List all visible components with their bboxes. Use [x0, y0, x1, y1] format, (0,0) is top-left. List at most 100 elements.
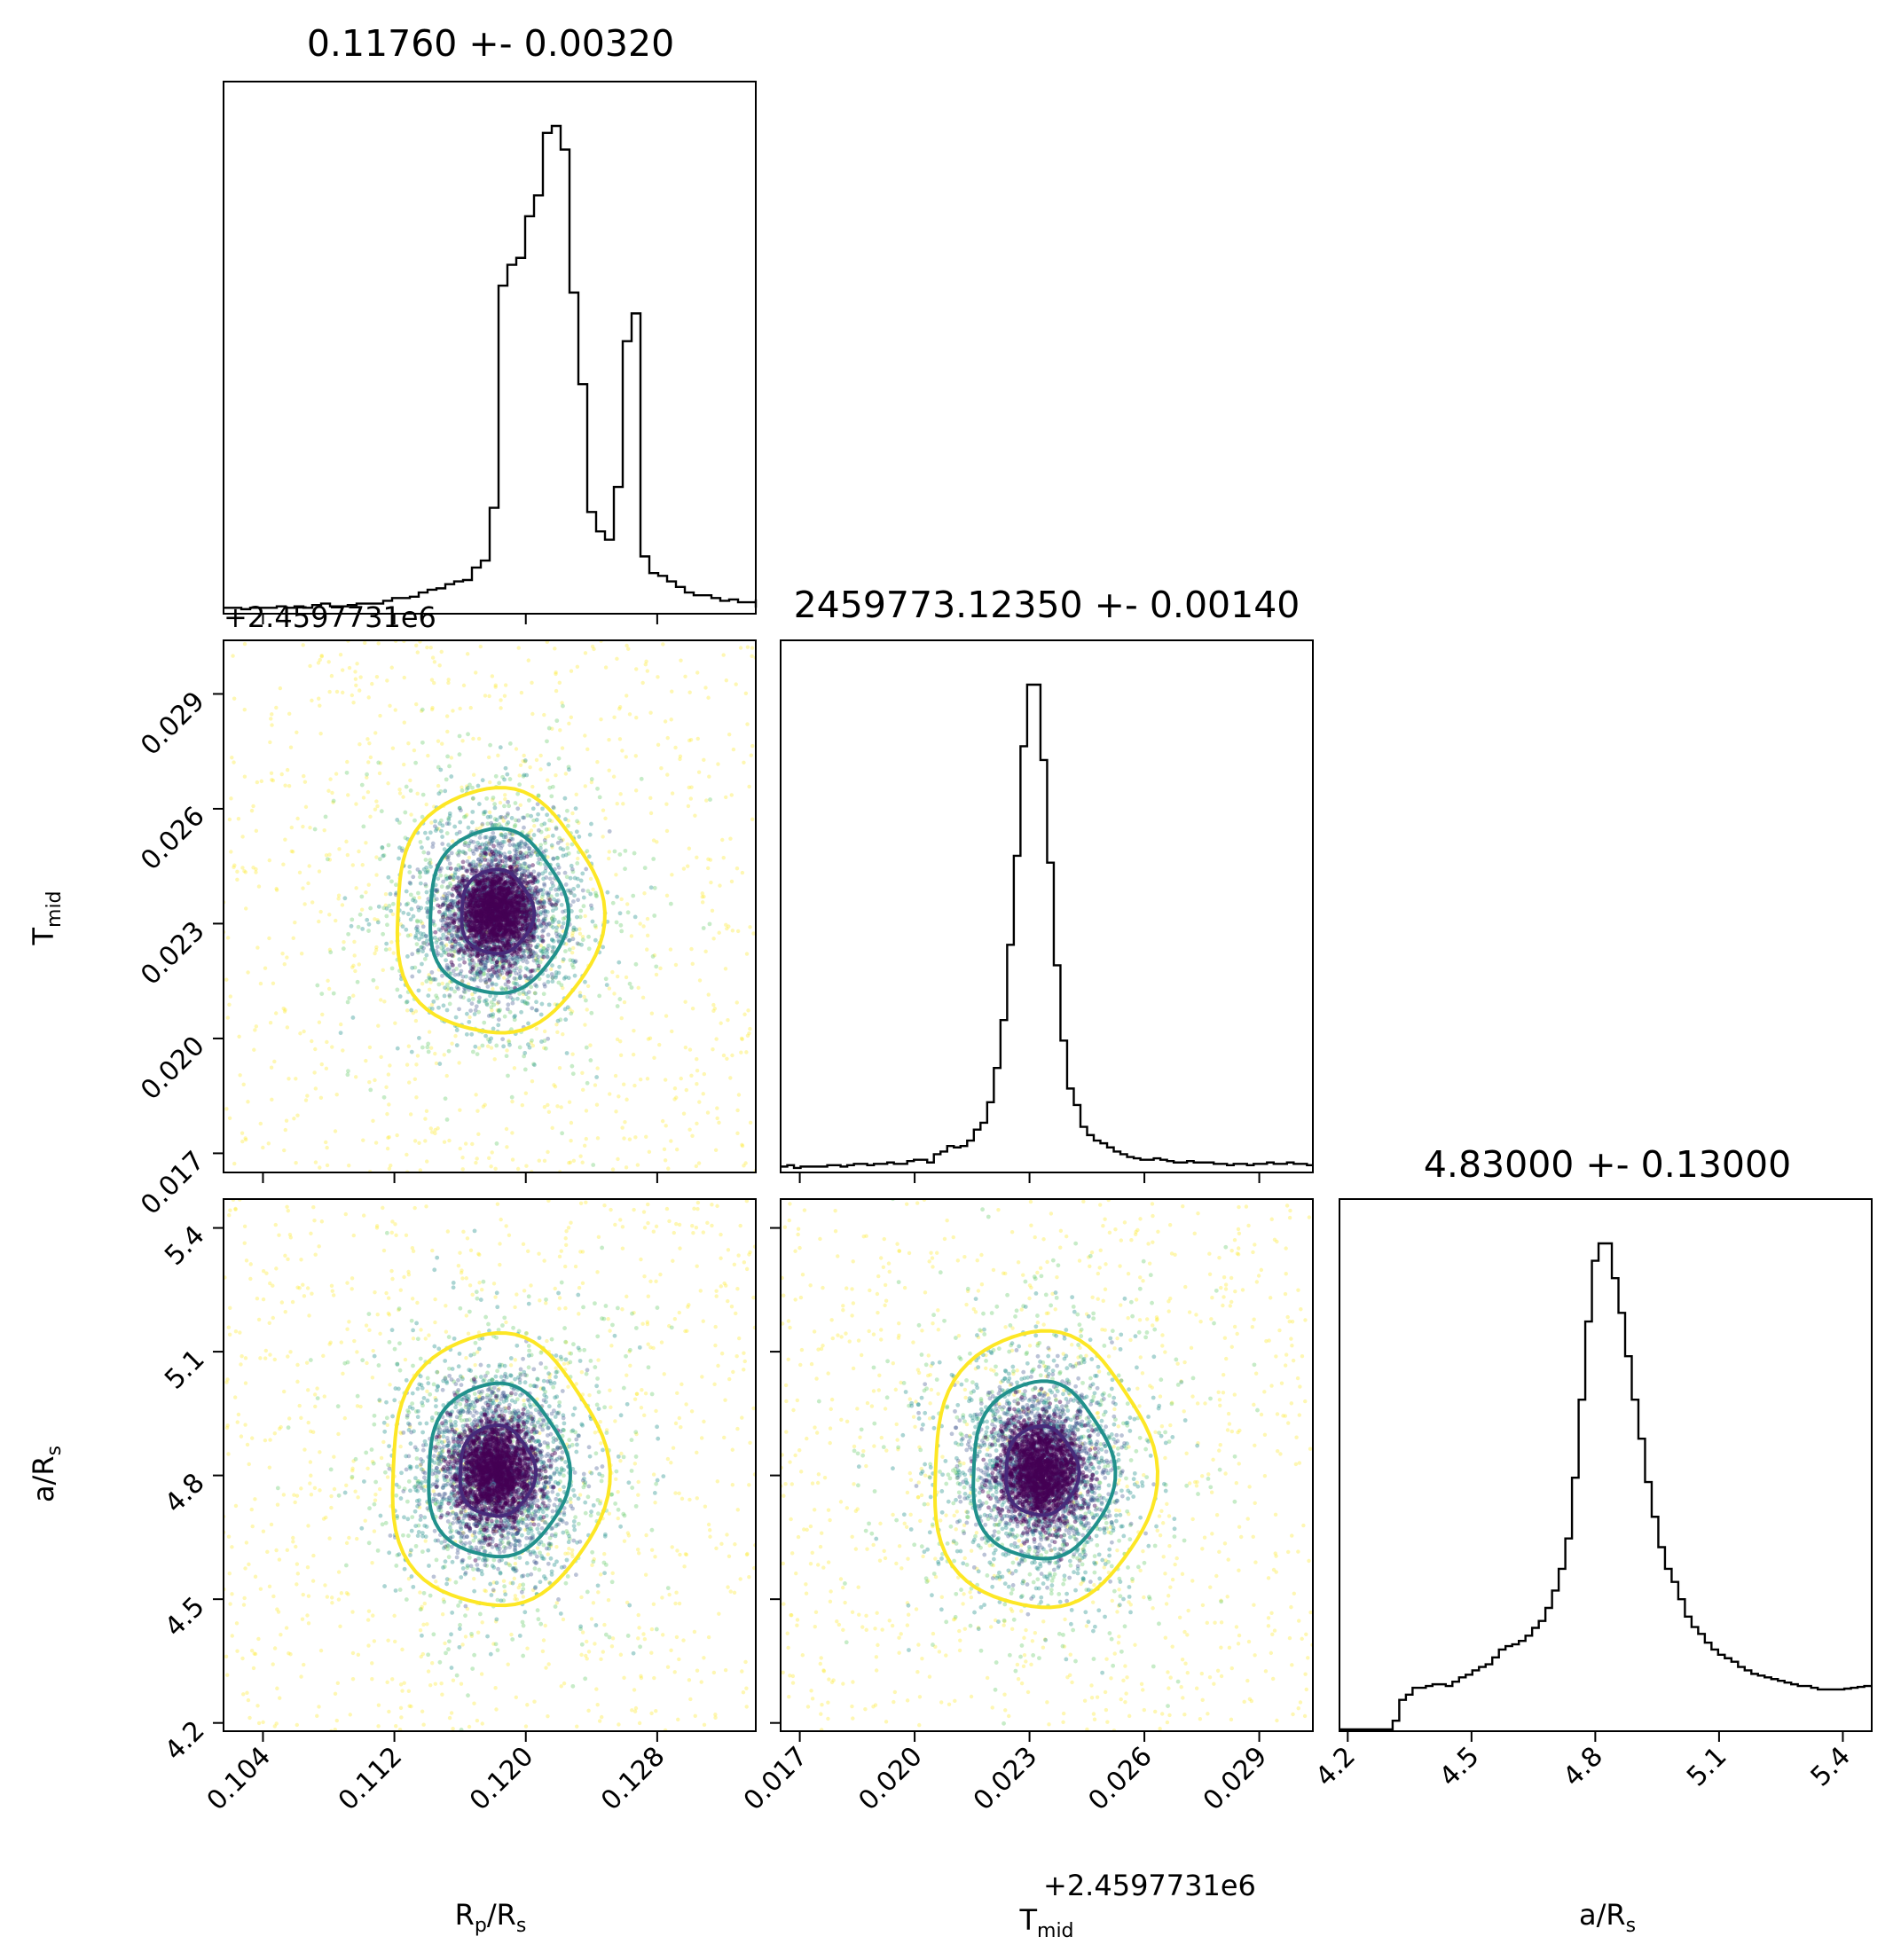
sample-point: [519, 841, 524, 846]
sample-point: [424, 1109, 429, 1114]
sample-point: [612, 992, 617, 996]
sample-point: [625, 643, 629, 648]
sample-point: [475, 783, 481, 788]
sample-point: [397, 788, 402, 792]
sample-point: [526, 946, 531, 951]
sample-point: [353, 677, 358, 681]
sample-point: [520, 1102, 525, 1108]
sample-point: [578, 878, 584, 883]
sample-point: [328, 777, 333, 781]
sample-point: [251, 866, 255, 870]
sample-point: [414, 942, 420, 946]
sample-point: [487, 780, 492, 785]
sample-point: [447, 994, 452, 1000]
sample-point: [484, 841, 489, 846]
sample-point: [357, 962, 361, 967]
sample-point: [330, 790, 334, 796]
sample-point: [530, 890, 534, 895]
sample-point: [499, 832, 504, 836]
sample-point: [347, 995, 352, 1000]
sample-point: [462, 915, 467, 921]
sample-point: [522, 878, 528, 883]
sample-point: [452, 972, 458, 977]
sample-point: [530, 937, 536, 942]
sample-point: [622, 1136, 626, 1141]
sample-point: [518, 907, 523, 913]
sample-point: [274, 888, 279, 892]
sample-point: [483, 694, 488, 698]
sample-point: [347, 1163, 351, 1168]
sample-point: [452, 942, 458, 947]
sample-point: [388, 947, 392, 952]
sample-point: [542, 918, 547, 923]
sample-point: [327, 852, 332, 857]
sample-point: [647, 1149, 652, 1155]
sample-point: [558, 1017, 563, 1023]
sample-point: [345, 759, 350, 764]
sample-point: [244, 906, 248, 911]
sample-point: [709, 880, 713, 885]
sample-point: [617, 1094, 621, 1099]
sample-point: [506, 820, 511, 825]
sample-point: [484, 945, 490, 951]
sample-point: [638, 921, 642, 926]
sample-point: [493, 822, 498, 827]
sample-point: [507, 971, 513, 976]
sample-point: [693, 813, 697, 818]
sample-point: [294, 1161, 298, 1165]
sample-point: [282, 1148, 287, 1153]
sample-point: [496, 1023, 501, 1028]
sample-point: [523, 915, 529, 921]
sample-point: [523, 966, 529, 971]
sample-point: [395, 1046, 400, 1051]
sample-point: [423, 933, 428, 938]
sample-point: [288, 745, 294, 749]
sample-point: [465, 874, 470, 880]
sample-point: [507, 922, 512, 928]
sample-point: [377, 771, 382, 776]
sample-point: [512, 1017, 517, 1023]
sample-point: [601, 808, 606, 812]
sample-point: [338, 1031, 343, 1036]
sample-point: [480, 889, 485, 894]
sample-point: [334, 772, 339, 776]
sample-point: [673, 962, 679, 968]
sample-point: [513, 882, 518, 887]
sample-point: [522, 841, 528, 846]
sample-point: [509, 881, 515, 886]
sample-point: [544, 875, 549, 880]
sample-point: [479, 910, 484, 915]
sample-point: [593, 923, 598, 929]
sample-point: [499, 968, 504, 973]
sample-point: [404, 784, 409, 789]
sample-point: [536, 811, 540, 817]
sample-point: [550, 908, 555, 913]
sample-point: [439, 940, 444, 945]
sample-point: [540, 888, 546, 892]
sample-point: [498, 745, 503, 750]
sample-point: [436, 876, 441, 882]
sample-point: [400, 846, 405, 851]
sample-point: [614, 873, 618, 877]
sample-point: [502, 926, 507, 931]
sample-point: [377, 857, 382, 862]
sample-point: [454, 1028, 460, 1032]
sample-point: [384, 1085, 389, 1090]
sample-point: [483, 930, 487, 935]
sample-point: [734, 866, 740, 871]
sample-point: [511, 916, 516, 921]
sample-point: [326, 660, 331, 664]
sample-point: [283, 1007, 287, 1012]
sample-point: [610, 900, 616, 906]
sample-point: [477, 995, 482, 1000]
sample-point: [513, 981, 518, 986]
sample-point: [290, 850, 295, 854]
sample-point: [648, 811, 654, 816]
sample-point: [467, 890, 472, 896]
sample-point: [523, 992, 529, 997]
sample-point: [530, 680, 534, 686]
sample-point: [541, 876, 546, 882]
sample-point: [645, 947, 649, 952]
sample-point: [232, 865, 236, 869]
sample-point: [571, 899, 576, 904]
